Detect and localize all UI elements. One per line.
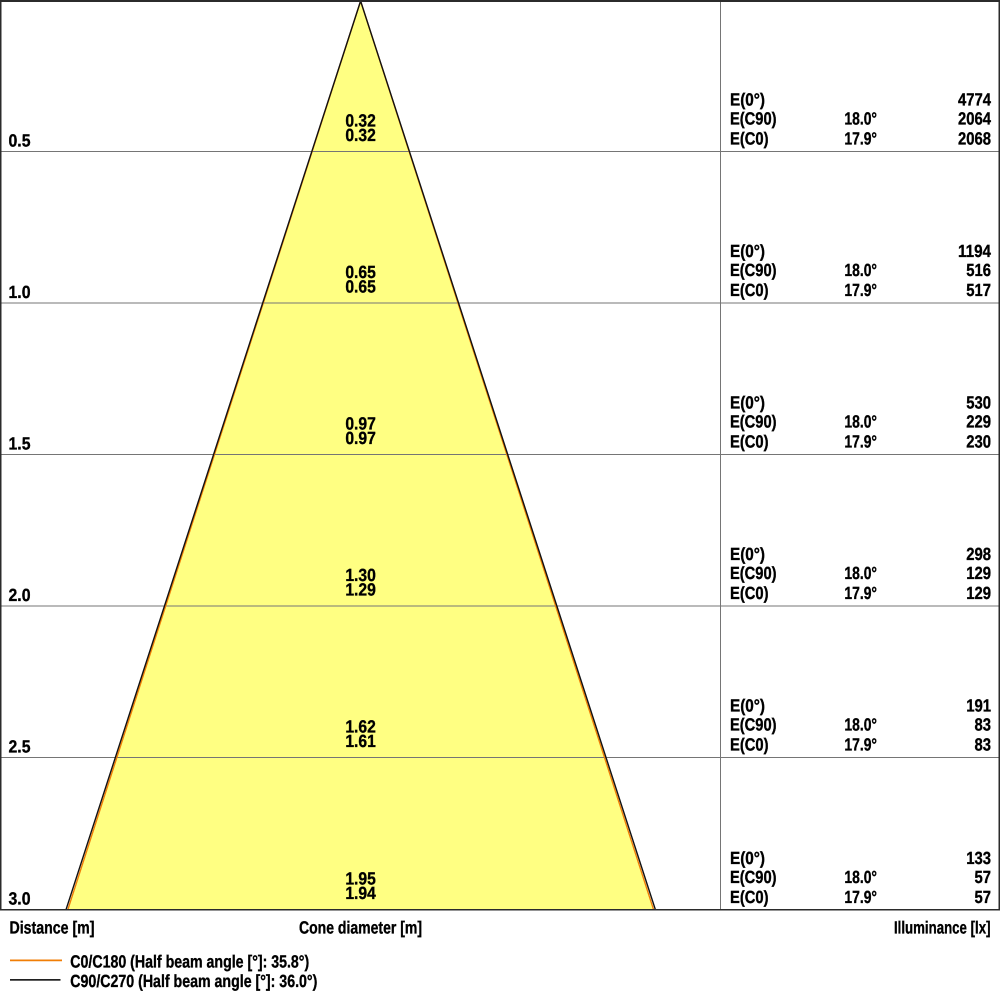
- svg-text:0.97: 0.97: [345, 428, 376, 448]
- svg-text:133: 133: [966, 848, 991, 868]
- svg-text:18.0°: 18.0°: [844, 563, 877, 583]
- svg-text:E(C90): E(C90): [730, 260, 777, 280]
- svg-text:E(C90): E(C90): [730, 867, 777, 887]
- svg-text:57: 57: [975, 887, 992, 907]
- svg-text:18.0°: 18.0°: [844, 109, 877, 129]
- svg-text:0.5: 0.5: [9, 130, 31, 150]
- svg-text:1.5: 1.5: [9, 433, 31, 453]
- svg-text:230: 230: [966, 432, 991, 452]
- svg-text:E(C0): E(C0): [730, 583, 769, 603]
- svg-text:516: 516: [966, 260, 991, 280]
- svg-text:Illuminance [lx]: Illuminance [lx]: [894, 918, 991, 938]
- svg-text:3.0: 3.0: [9, 889, 31, 909]
- svg-text:E(C0): E(C0): [730, 735, 769, 755]
- svg-text:E(C90): E(C90): [730, 109, 777, 129]
- svg-text:2.5: 2.5: [9, 736, 31, 756]
- svg-text:E(0°): E(0°): [730, 241, 765, 261]
- svg-text:E(0°): E(0°): [730, 848, 765, 868]
- svg-text:1.29: 1.29: [345, 579, 376, 599]
- svg-text:17.9°: 17.9°: [844, 887, 877, 907]
- svg-text:0.32: 0.32: [345, 125, 376, 145]
- svg-text:1.62: 1.62: [345, 716, 376, 736]
- svg-text:17.9°: 17.9°: [844, 432, 877, 452]
- svg-text:E(C0): E(C0): [730, 432, 769, 452]
- svg-text:2064: 2064: [958, 109, 991, 129]
- svg-text:1.95: 1.95: [345, 869, 376, 889]
- svg-text:18.0°: 18.0°: [844, 867, 877, 887]
- svg-text:18.0°: 18.0°: [844, 260, 877, 280]
- svg-text:0.65: 0.65: [345, 262, 376, 282]
- svg-text:E(0°): E(0°): [730, 696, 765, 716]
- svg-text:517: 517: [966, 280, 991, 300]
- svg-text:Distance [m]: Distance [m]: [10, 918, 95, 938]
- svg-text:18.0°: 18.0°: [844, 715, 877, 735]
- svg-text:1194: 1194: [958, 241, 991, 261]
- svg-text:2068: 2068: [958, 129, 991, 149]
- svg-text:17.9°: 17.9°: [844, 735, 877, 755]
- svg-text:1.30: 1.30: [345, 565, 376, 585]
- svg-text:E(0°): E(0°): [730, 544, 765, 564]
- svg-text:4774: 4774: [958, 90, 991, 110]
- svg-text:129: 129: [966, 563, 991, 583]
- svg-text:17.9°: 17.9°: [844, 583, 877, 603]
- svg-text:E(0°): E(0°): [730, 393, 765, 413]
- svg-text:E(C90): E(C90): [730, 563, 777, 583]
- svg-text:2.0: 2.0: [9, 585, 31, 605]
- svg-text:E(0°): E(0°): [730, 90, 765, 110]
- svg-text:57: 57: [975, 867, 992, 887]
- svg-text:0.65: 0.65: [345, 276, 376, 296]
- svg-text:0.97: 0.97: [345, 413, 376, 433]
- svg-text:17.9°: 17.9°: [844, 280, 877, 300]
- svg-text:Cone diameter [m]: Cone diameter [m]: [299, 918, 422, 938]
- svg-text:129: 129: [966, 583, 991, 603]
- svg-text:E(C0): E(C0): [730, 887, 769, 907]
- svg-text:C90/C270 (Half beam angle [°]:: C90/C270 (Half beam angle [°]: 36.0°): [70, 971, 317, 991]
- svg-text:298: 298: [966, 544, 991, 564]
- svg-text:0.32: 0.32: [345, 110, 376, 130]
- svg-text:C0/C180 (Half beam angle [°]:: C0/C180 (Half beam angle [°]: 35.8°): [70, 952, 309, 972]
- svg-text:E(C90): E(C90): [730, 412, 777, 432]
- svg-text:530: 530: [966, 393, 991, 413]
- svg-text:83: 83: [975, 735, 992, 755]
- svg-text:E(C0): E(C0): [730, 129, 769, 149]
- svg-text:191: 191: [966, 696, 991, 716]
- svg-text:1.0: 1.0: [9, 282, 31, 302]
- svg-text:1.94: 1.94: [345, 883, 376, 903]
- svg-text:229: 229: [966, 412, 991, 432]
- svg-text:E(C0): E(C0): [730, 280, 769, 300]
- svg-text:E(C90): E(C90): [730, 715, 777, 735]
- svg-text:83: 83: [975, 715, 992, 735]
- svg-text:18.0°: 18.0°: [844, 412, 877, 432]
- svg-text:17.9°: 17.9°: [844, 129, 877, 149]
- svg-text:1.61: 1.61: [345, 731, 376, 751]
